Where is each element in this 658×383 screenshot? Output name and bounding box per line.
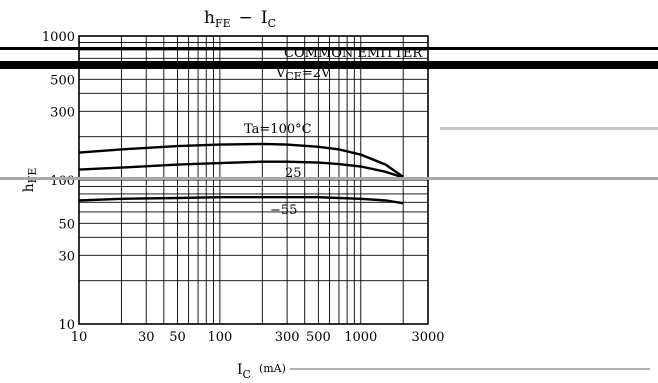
- scan-artifact-bar: [440, 127, 658, 130]
- y-tick-label: 500: [50, 73, 75, 88]
- x-tick-label: 50: [169, 330, 186, 345]
- chart-title: hFE − IC: [204, 8, 276, 30]
- x-tick-label: 30: [138, 330, 155, 345]
- series-label-100c: Ta=100°C: [244, 122, 312, 137]
- y-tick-label: 10: [58, 318, 75, 333]
- x-axis-label: IC (mA): [237, 362, 286, 381]
- scan-artifact-bar: [290, 368, 650, 370]
- x-tick-label: 300: [275, 330, 300, 345]
- x-tick-label: 100: [207, 330, 232, 345]
- x-tick-label: 10: [71, 330, 88, 345]
- scan-artifact-bar: [0, 177, 658, 180]
- x-tick-label: 3000: [411, 330, 444, 345]
- curve-layer: [78, 142, 404, 205]
- y-tick-label: 50: [58, 217, 75, 232]
- x-tick-label: 1000: [344, 330, 377, 345]
- scan-artifact-bar: [0, 61, 658, 69]
- y-tick-label: 100: [50, 174, 75, 189]
- y-tick-label: 300: [50, 105, 75, 120]
- scan-artifact-bar: [0, 47, 658, 50]
- series-label-minus55c: −55: [270, 203, 297, 218]
- series-line-2: [78, 196, 404, 205]
- y-tick-label: 1000: [42, 30, 75, 45]
- series-line-0: [78, 142, 404, 178]
- vce-label: VCE=2V: [275, 66, 331, 83]
- series-line-1: [78, 160, 404, 179]
- x-tick-label: 500: [306, 330, 331, 345]
- y-tick-label: 30: [58, 249, 75, 264]
- tick-layer: 10 30 50 100 300 500 1000 3000 10 30 50 100 300 500 10…: [42, 30, 445, 345]
